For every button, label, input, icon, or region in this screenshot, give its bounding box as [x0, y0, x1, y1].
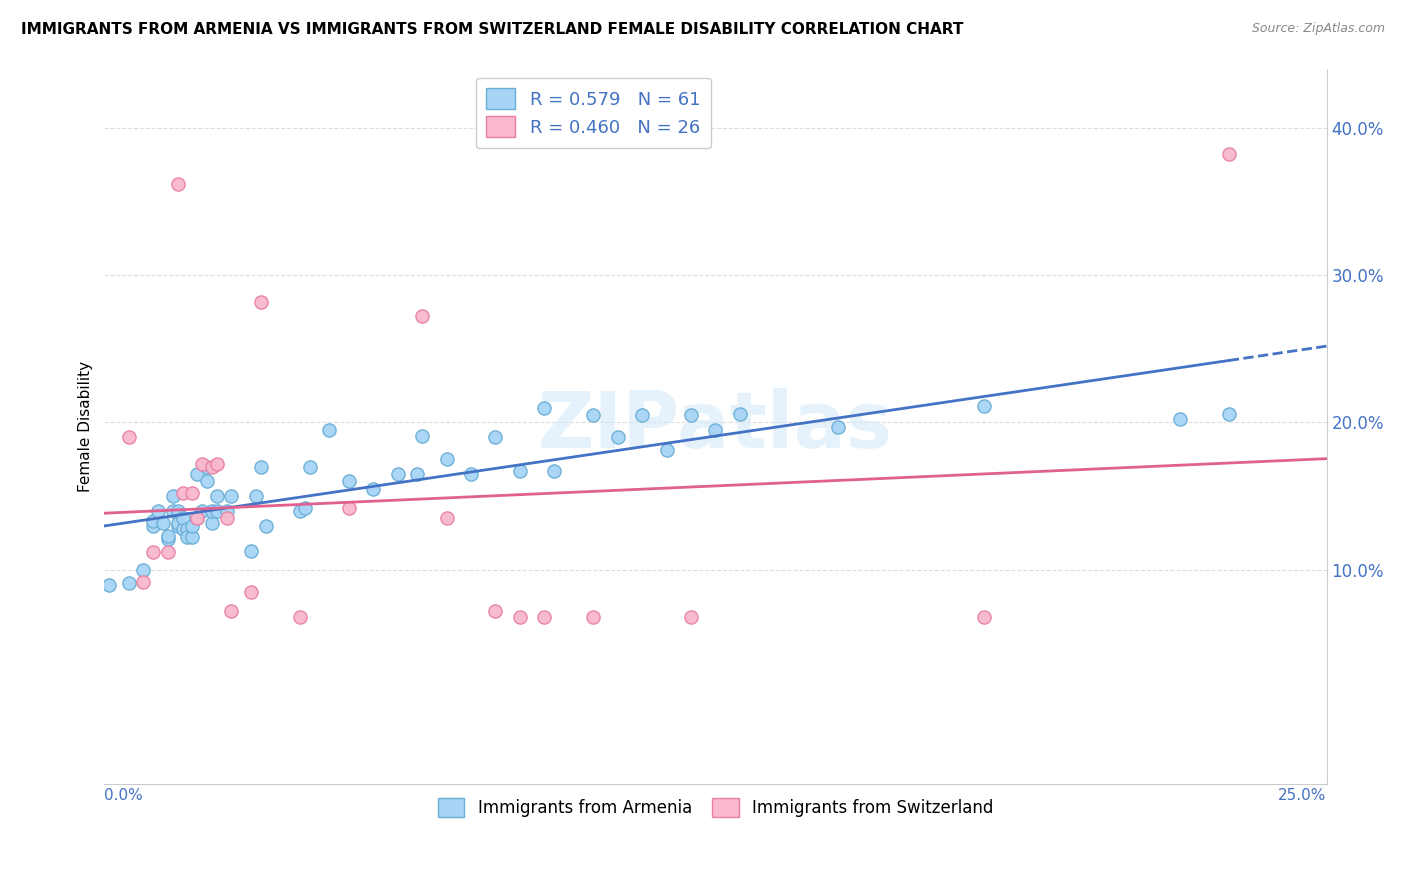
Point	[411, 428, 433, 442]
Point	[460, 467, 482, 481]
Point	[191, 504, 214, 518]
Point	[118, 576, 141, 591]
Point	[631, 408, 654, 422]
Point	[533, 610, 555, 624]
Point	[245, 489, 267, 503]
Point	[166, 518, 188, 533]
Y-axis label: Female Disability: Female Disability	[79, 360, 93, 491]
Point	[337, 475, 360, 489]
Point	[704, 423, 727, 437]
Text: 0.0%: 0.0%	[104, 789, 143, 803]
Point	[205, 457, 228, 471]
Point	[181, 518, 204, 533]
Point	[827, 420, 849, 434]
Point	[172, 511, 194, 525]
Point	[509, 464, 531, 478]
Point	[166, 516, 188, 530]
Point	[172, 486, 194, 500]
Point	[181, 531, 204, 545]
Point	[655, 443, 678, 458]
Point	[176, 531, 198, 545]
Point	[1218, 147, 1240, 161]
Point	[181, 486, 204, 500]
Point	[973, 399, 995, 413]
Point	[288, 610, 311, 624]
Point	[201, 516, 224, 530]
Point	[250, 459, 273, 474]
Point	[156, 545, 179, 559]
Point	[681, 610, 703, 624]
Point	[254, 518, 277, 533]
Text: ZIPatlas: ZIPatlas	[538, 388, 893, 464]
Point	[1218, 407, 1240, 421]
Point	[582, 610, 605, 624]
Point	[142, 518, 165, 533]
Text: 25.0%: 25.0%	[1278, 789, 1327, 803]
Point	[118, 430, 141, 444]
Point	[411, 310, 433, 324]
Point	[582, 408, 605, 422]
Point	[156, 529, 179, 543]
Point	[337, 500, 360, 515]
Point	[533, 401, 555, 415]
Point	[728, 407, 751, 421]
Point	[318, 423, 340, 437]
Point	[250, 294, 273, 309]
Point	[406, 467, 429, 481]
Point	[166, 177, 188, 191]
Point	[146, 504, 169, 518]
Point	[166, 504, 188, 518]
Point	[201, 504, 224, 518]
Point	[484, 604, 506, 618]
Legend: Immigrants from Armenia, Immigrants from Switzerland: Immigrants from Armenia, Immigrants from…	[429, 789, 1001, 825]
Point	[436, 511, 458, 525]
Point	[215, 511, 238, 525]
Point	[288, 504, 311, 518]
Point	[973, 610, 995, 624]
Point	[221, 489, 243, 503]
Point	[142, 545, 165, 559]
Point	[543, 464, 565, 478]
Point	[132, 574, 155, 589]
Point	[195, 475, 218, 489]
Point	[221, 604, 243, 618]
Point	[205, 489, 228, 503]
Point	[191, 457, 214, 471]
Text: IMMIGRANTS FROM ARMENIA VS IMMIGRANTS FROM SWITZERLAND FEMALE DISABILITY CORRELA: IMMIGRANTS FROM ARMENIA VS IMMIGRANTS FR…	[21, 22, 963, 37]
Point	[205, 504, 228, 518]
Point	[152, 516, 174, 530]
Point	[484, 430, 506, 444]
Point	[186, 511, 208, 525]
Point	[509, 610, 531, 624]
Point	[361, 482, 384, 496]
Point	[186, 467, 208, 481]
Point	[176, 522, 198, 536]
Point	[436, 452, 458, 467]
Point	[606, 430, 628, 444]
Point	[162, 489, 184, 503]
Point	[186, 511, 208, 525]
Point	[195, 459, 218, 474]
Point	[162, 504, 184, 518]
Point	[298, 459, 321, 474]
Point	[156, 532, 179, 546]
Point	[142, 514, 165, 528]
Point	[240, 585, 263, 599]
Point	[294, 500, 316, 515]
Point	[1168, 412, 1191, 426]
Text: Source: ZipAtlas.com: Source: ZipAtlas.com	[1251, 22, 1385, 36]
Point	[132, 563, 155, 577]
Point	[681, 408, 703, 422]
Point	[240, 543, 263, 558]
Point	[172, 522, 194, 536]
Point	[387, 467, 409, 481]
Point	[215, 504, 238, 518]
Point	[98, 577, 121, 591]
Point	[201, 459, 224, 474]
